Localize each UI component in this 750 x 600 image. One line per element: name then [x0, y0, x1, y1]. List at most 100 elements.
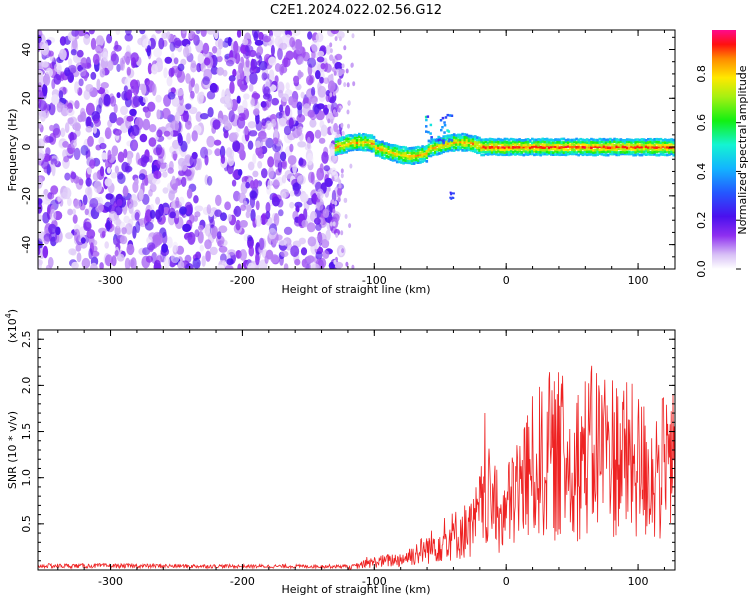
heatmap-cell — [255, 140, 261, 148]
heatmap-cell — [400, 146, 403, 149]
heatmap-cell — [343, 142, 346, 146]
heatmap-cell — [196, 62, 202, 73]
heatmap-cell — [341, 136, 344, 139]
heatmap-cell — [258, 60, 268, 71]
heatmap-cell — [579, 146, 583, 149]
heatmap-cell — [214, 148, 222, 157]
heatmap-cell — [495, 147, 498, 151]
heatmap-cell — [53, 62, 62, 73]
heatmap-cell — [421, 145, 424, 148]
heatmap-cell — [547, 140, 551, 144]
heatmap-cell — [106, 167, 112, 174]
heatmap-cell — [216, 231, 222, 240]
heatmap-cell — [323, 107, 329, 115]
heatmap-cell — [594, 145, 597, 149]
snr-ytick-label: 0.5 — [20, 515, 33, 533]
heatmap-cell — [501, 150, 504, 154]
heatmap-cell — [171, 97, 180, 107]
heatmap-cell — [128, 203, 134, 214]
heatmap-cell — [566, 148, 570, 152]
heatmap-cell — [130, 193, 138, 205]
heatmap-cell — [301, 219, 309, 228]
heatmap-cell — [362, 133, 365, 136]
heatmap-cell — [541, 146, 545, 149]
heatmap-cell — [236, 70, 241, 82]
heatmap-cell — [347, 134, 350, 137]
heatmap-cell — [154, 232, 163, 246]
heatmap-cell — [602, 153, 606, 157]
heatmap-cell — [334, 151, 338, 154]
heatmap-cell — [476, 143, 479, 146]
heatmap-cell — [233, 205, 242, 217]
heatmap-cell — [463, 136, 467, 139]
heatmap-cell — [73, 228, 81, 242]
heatmap-cell — [38, 247, 41, 256]
heatmap-cell — [507, 143, 511, 147]
heatmap-cell — [48, 256, 53, 267]
heatmap-cell — [86, 167, 92, 175]
heatmap-cell — [232, 68, 237, 77]
heatmap-cell — [598, 148, 602, 152]
heatmap-cell — [575, 147, 578, 151]
heatmap-cell — [355, 141, 359, 145]
heatmap-cell — [657, 143, 661, 147]
heatmap-cell — [444, 135, 448, 138]
heatmap-cell — [493, 150, 496, 154]
heatmap-cell — [38, 69, 44, 80]
heatmap-cell — [585, 147, 589, 151]
heatmap-cell — [309, 95, 319, 105]
heatmap-cell — [374, 148, 378, 152]
heatmap-cell — [488, 140, 492, 144]
heatmap-cell — [503, 148, 507, 152]
heatmap-cell — [334, 200, 338, 206]
heatmap-cell — [391, 158, 395, 162]
heatmap-cell — [366, 143, 369, 147]
heatmap-cell — [117, 173, 126, 185]
heatmap-cell — [336, 142, 340, 146]
heatmap-cell — [181, 160, 188, 172]
heatmap-cell — [507, 150, 511, 154]
heatmap-cell — [569, 147, 572, 151]
heatmap-cell — [349, 134, 353, 137]
heatmap-cell — [343, 150, 346, 154]
heatmap-cell — [146, 242, 156, 251]
heatmap-cell — [533, 145, 536, 148]
heatmap-cell — [495, 140, 498, 144]
heatmap-cell — [556, 152, 559, 156]
heatmap-cell — [541, 150, 545, 154]
heatmap-cell — [661, 140, 665, 144]
heatmap-cell — [575, 145, 578, 149]
heatmap-cell — [408, 154, 412, 158]
heatmap-cell — [659, 146, 663, 149]
heatmap-cell — [113, 103, 118, 114]
heatmap-cell — [644, 139, 648, 142]
heatmap-cell — [657, 148, 661, 152]
heatmap-cell — [381, 153, 384, 157]
heatmap-cell — [370, 147, 374, 150]
heatmap-cell — [469, 147, 473, 150]
heatmap-cell — [602, 150, 606, 154]
heatmap-cell — [640, 147, 644, 151]
heatmap-cell — [558, 146, 561, 150]
heatmap-cell — [362, 146, 365, 150]
heatmap-cell — [615, 140, 618, 144]
heatmap-cell — [644, 142, 648, 146]
spectrogram-frame — [37, 29, 676, 270]
heatmap-cell — [171, 183, 178, 191]
heatmap-cell — [366, 138, 369, 142]
heatmap-cell — [621, 152, 625, 156]
heatmap-cell — [280, 151, 287, 162]
heatmap-cell — [647, 143, 650, 147]
heatmap-cell — [335, 53, 343, 61]
heatmap-cell — [630, 147, 633, 151]
heatmap-cell — [343, 148, 346, 152]
heatmap-cell — [90, 37, 97, 50]
heatmap-cell — [550, 143, 553, 147]
heatmap-cell — [376, 144, 380, 147]
heatmap-cell — [276, 81, 285, 94]
heatmap-cell — [195, 111, 203, 122]
heatmap-cell — [531, 149, 534, 153]
heatmap-cell — [279, 104, 284, 113]
heatmap-cell — [564, 145, 568, 148]
heatmap-cell — [99, 262, 104, 269]
